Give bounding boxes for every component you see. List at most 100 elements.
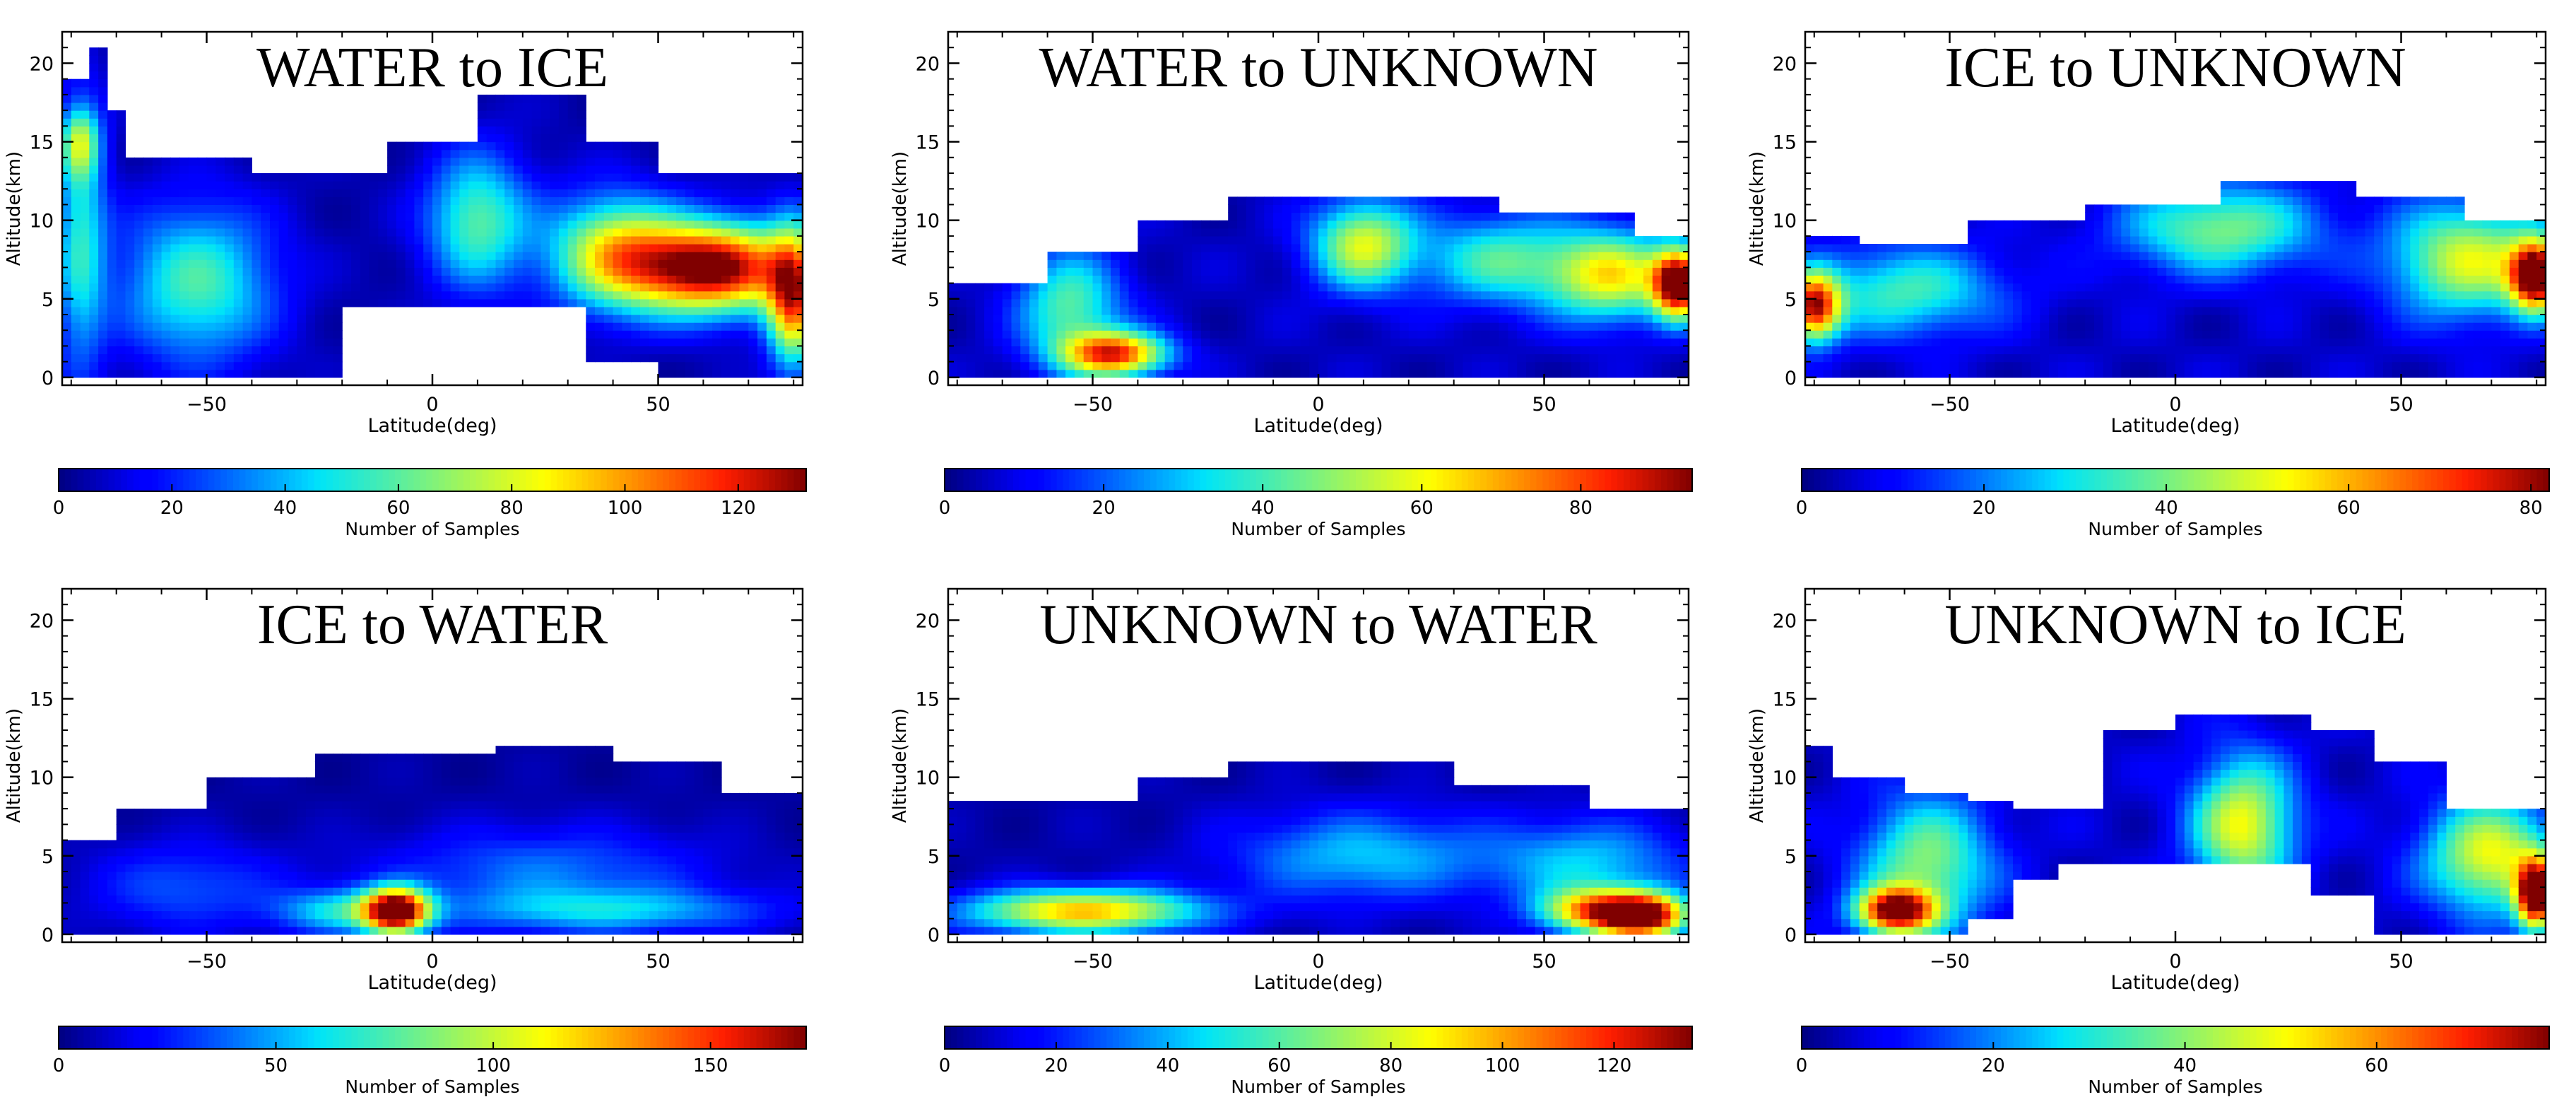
heatmap-cell — [80, 330, 90, 339]
heatmap-cell — [1535, 259, 1545, 268]
heatmap-cell — [712, 353, 722, 363]
heatmap-cell — [730, 315, 740, 323]
heatmap-cell — [1056, 338, 1066, 346]
heatmap-cell — [631, 315, 641, 323]
heatmap-cell — [1246, 204, 1256, 213]
heatmap-cell — [603, 298, 614, 307]
heatmap-cell — [387, 204, 397, 213]
heatmap-cell — [1300, 298, 1310, 307]
heatmap-cell — [640, 338, 650, 346]
heatmap-cell — [784, 306, 794, 315]
heatmap-cell — [486, 267, 497, 276]
heatmap-cell — [1634, 346, 1644, 355]
heatmap-cell — [1598, 291, 1608, 300]
heatmap-cell — [1508, 346, 1518, 355]
heatmap-cell — [550, 275, 560, 284]
heatmap-cell — [748, 228, 758, 237]
heatmap-cell — [504, 291, 514, 300]
heatmap-cell — [1183, 259, 1193, 268]
colorbar-segment — [1542, 469, 1549, 491]
heatmap-cell — [1670, 338, 1680, 346]
heatmap-cell — [2094, 346, 2104, 355]
heatmap-cell — [233, 196, 244, 205]
heatmap-cell — [966, 330, 976, 339]
heatmap-cell — [2094, 275, 2104, 284]
heatmap-cell — [1463, 235, 1472, 245]
heatmap-cell — [1336, 291, 1346, 300]
heatmap-cell — [2094, 330, 2104, 339]
heatmap-cell — [1020, 353, 1030, 363]
heatmap-cell — [1823, 283, 1833, 292]
heatmap-cell — [378, 235, 388, 245]
heatmap-cell — [242, 291, 252, 300]
heatmap-cell — [396, 220, 406, 229]
heatmap-cell — [1985, 252, 1995, 260]
heatmap-cell — [1390, 353, 1400, 363]
heatmap-cell — [233, 361, 244, 370]
heatmap-cell — [540, 275, 550, 284]
heatmap-cell — [685, 298, 695, 307]
heatmap-cell — [1219, 322, 1229, 331]
heatmap-cell — [1436, 252, 1446, 260]
heatmap-cell — [288, 306, 297, 315]
heatmap-cell — [387, 173, 397, 182]
heatmap-cell — [1968, 346, 1978, 355]
heatmap-cell — [1246, 267, 1256, 276]
heatmap-cell — [1400, 220, 1410, 229]
heatmap-cell — [405, 283, 415, 292]
heatmap-cell — [1237, 220, 1247, 229]
heatmap-cell — [1580, 259, 1590, 268]
heatmap-cell — [1282, 252, 1292, 260]
heatmap-cell — [252, 173, 261, 182]
heatmap-cell — [1877, 291, 1887, 300]
heatmap-cell — [1381, 315, 1391, 323]
heatmap-cell — [1886, 306, 1896, 315]
heatmap-cell — [1192, 228, 1202, 237]
heatmap-cell — [712, 173, 722, 182]
heatmap-cell — [1444, 252, 1455, 260]
heatmap-cell — [595, 306, 605, 315]
heatmap-cell — [1544, 353, 1554, 363]
heatmap-cell — [1354, 315, 1364, 323]
heatmap-cell — [423, 259, 433, 268]
heatmap-cell — [432, 244, 442, 252]
heatmap-cell — [297, 244, 307, 252]
heatmap-cell — [631, 252, 641, 260]
heatmap-cell — [324, 204, 333, 213]
heatmap-cell — [1931, 306, 1942, 315]
heatmap-cell — [712, 189, 722, 197]
heatmap-cell — [1065, 338, 1075, 346]
heatmap-cell — [2085, 306, 2095, 315]
heatmap-cell — [595, 235, 605, 245]
heatmap-cell — [1472, 259, 1482, 268]
heatmap-cell — [685, 259, 695, 268]
heatmap-cell — [297, 275, 307, 284]
heatmap-cell — [1138, 235, 1147, 245]
heatmap-cell — [1949, 283, 1959, 292]
heatmap-cell — [1408, 291, 1419, 300]
heatmap-cell — [2013, 220, 2023, 229]
heatmap-cell — [766, 212, 776, 221]
heatmap-cell — [1489, 361, 1500, 370]
heatmap-cell — [540, 252, 550, 260]
heatmap-cell — [270, 204, 280, 213]
heatmap-cell — [423, 196, 433, 205]
heatmap-cell — [514, 94, 524, 103]
heatmap-cell — [1291, 212, 1301, 221]
heatmap-cell — [1291, 244, 1301, 252]
heatmap-cell — [306, 212, 316, 221]
heatmap-cell — [387, 244, 397, 252]
heatmap-cell — [1544, 228, 1554, 237]
colorbar-segment — [1255, 469, 1263, 491]
colorbar-segment — [793, 469, 800, 491]
heatmap-cell — [522, 94, 533, 103]
heatmap-cell — [98, 220, 108, 229]
heatmap-cell — [775, 196, 786, 205]
heatmap-cell — [396, 252, 406, 260]
heatmap-cell — [152, 306, 163, 315]
heatmap-cell — [1111, 298, 1121, 307]
heatmap-cell — [143, 252, 153, 260]
heatmap-cell — [1147, 315, 1157, 323]
heatmap-cell — [125, 275, 135, 284]
heatmap-cell — [62, 361, 72, 370]
